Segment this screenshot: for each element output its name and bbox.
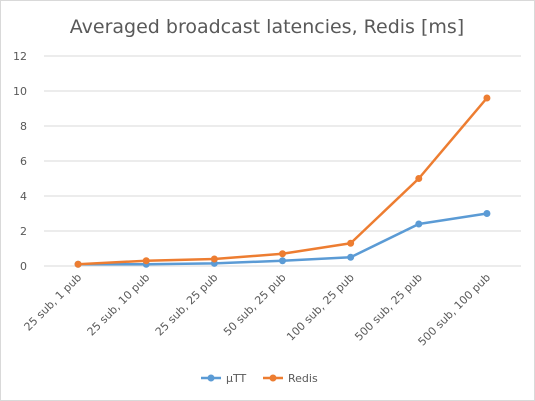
series--tt: [74, 210, 491, 268]
series: [74, 94, 491, 268]
data-point: [415, 220, 423, 228]
y-axis-ticks: 0 2 4 6 8 10 12: [13, 50, 27, 273]
legend-item: µTT: [201, 372, 247, 385]
chart-title: Averaged broadcast latencies, Redis [ms]: [70, 16, 464, 38]
data-point: [210, 255, 218, 263]
data-point: [483, 94, 491, 102]
legend-label: µTT: [226, 372, 247, 385]
data-point: [347, 253, 355, 261]
y-tick-label: 6: [20, 155, 27, 168]
y-tick-label: 10: [13, 85, 27, 98]
y-tick-label: 8: [20, 120, 27, 133]
x-tick-label: 500 sub, 100 pub: [416, 271, 494, 349]
data-point: [347, 239, 355, 247]
x-tick-label: 25 sub, 1 pub: [22, 271, 85, 334]
y-tick-label: 12: [13, 50, 27, 63]
data-point: [142, 257, 150, 265]
data-point: [279, 250, 286, 258]
x-tick-label: 500 sub, 25 pub: [352, 271, 425, 344]
x-tick-label: 25 sub, 25 pub: [153, 271, 221, 339]
data-point: [483, 210, 491, 217]
gridlines: [44, 55, 521, 267]
y-tick-label: 0: [20, 260, 27, 273]
legend-item: Redis: [263, 372, 318, 385]
x-tick-label: 25 sub, 10 pub: [85, 271, 153, 339]
data-point: [74, 260, 82, 268]
series-redis: [74, 94, 491, 268]
legend-swatch-marker: [269, 374, 277, 382]
series-line: [78, 97, 488, 266]
legend: µTT Redis: [201, 372, 318, 385]
y-tick-label: 4: [20, 190, 27, 203]
legend-swatch-marker: [207, 374, 215, 382]
data-point: [415, 175, 423, 182]
x-tick-label: 100 sub, 25 pub: [284, 271, 357, 344]
x-axis-ticks: 25 sub, 1 pub 25 sub, 10 pub 25 sub, 25 pu…: [22, 271, 494, 349]
legend-label: Redis: [288, 372, 318, 385]
data-point: [279, 257, 286, 265]
y-tick-label: 2: [20, 225, 27, 238]
x-tick-label: 50 sub, 25 pub: [221, 271, 289, 339]
